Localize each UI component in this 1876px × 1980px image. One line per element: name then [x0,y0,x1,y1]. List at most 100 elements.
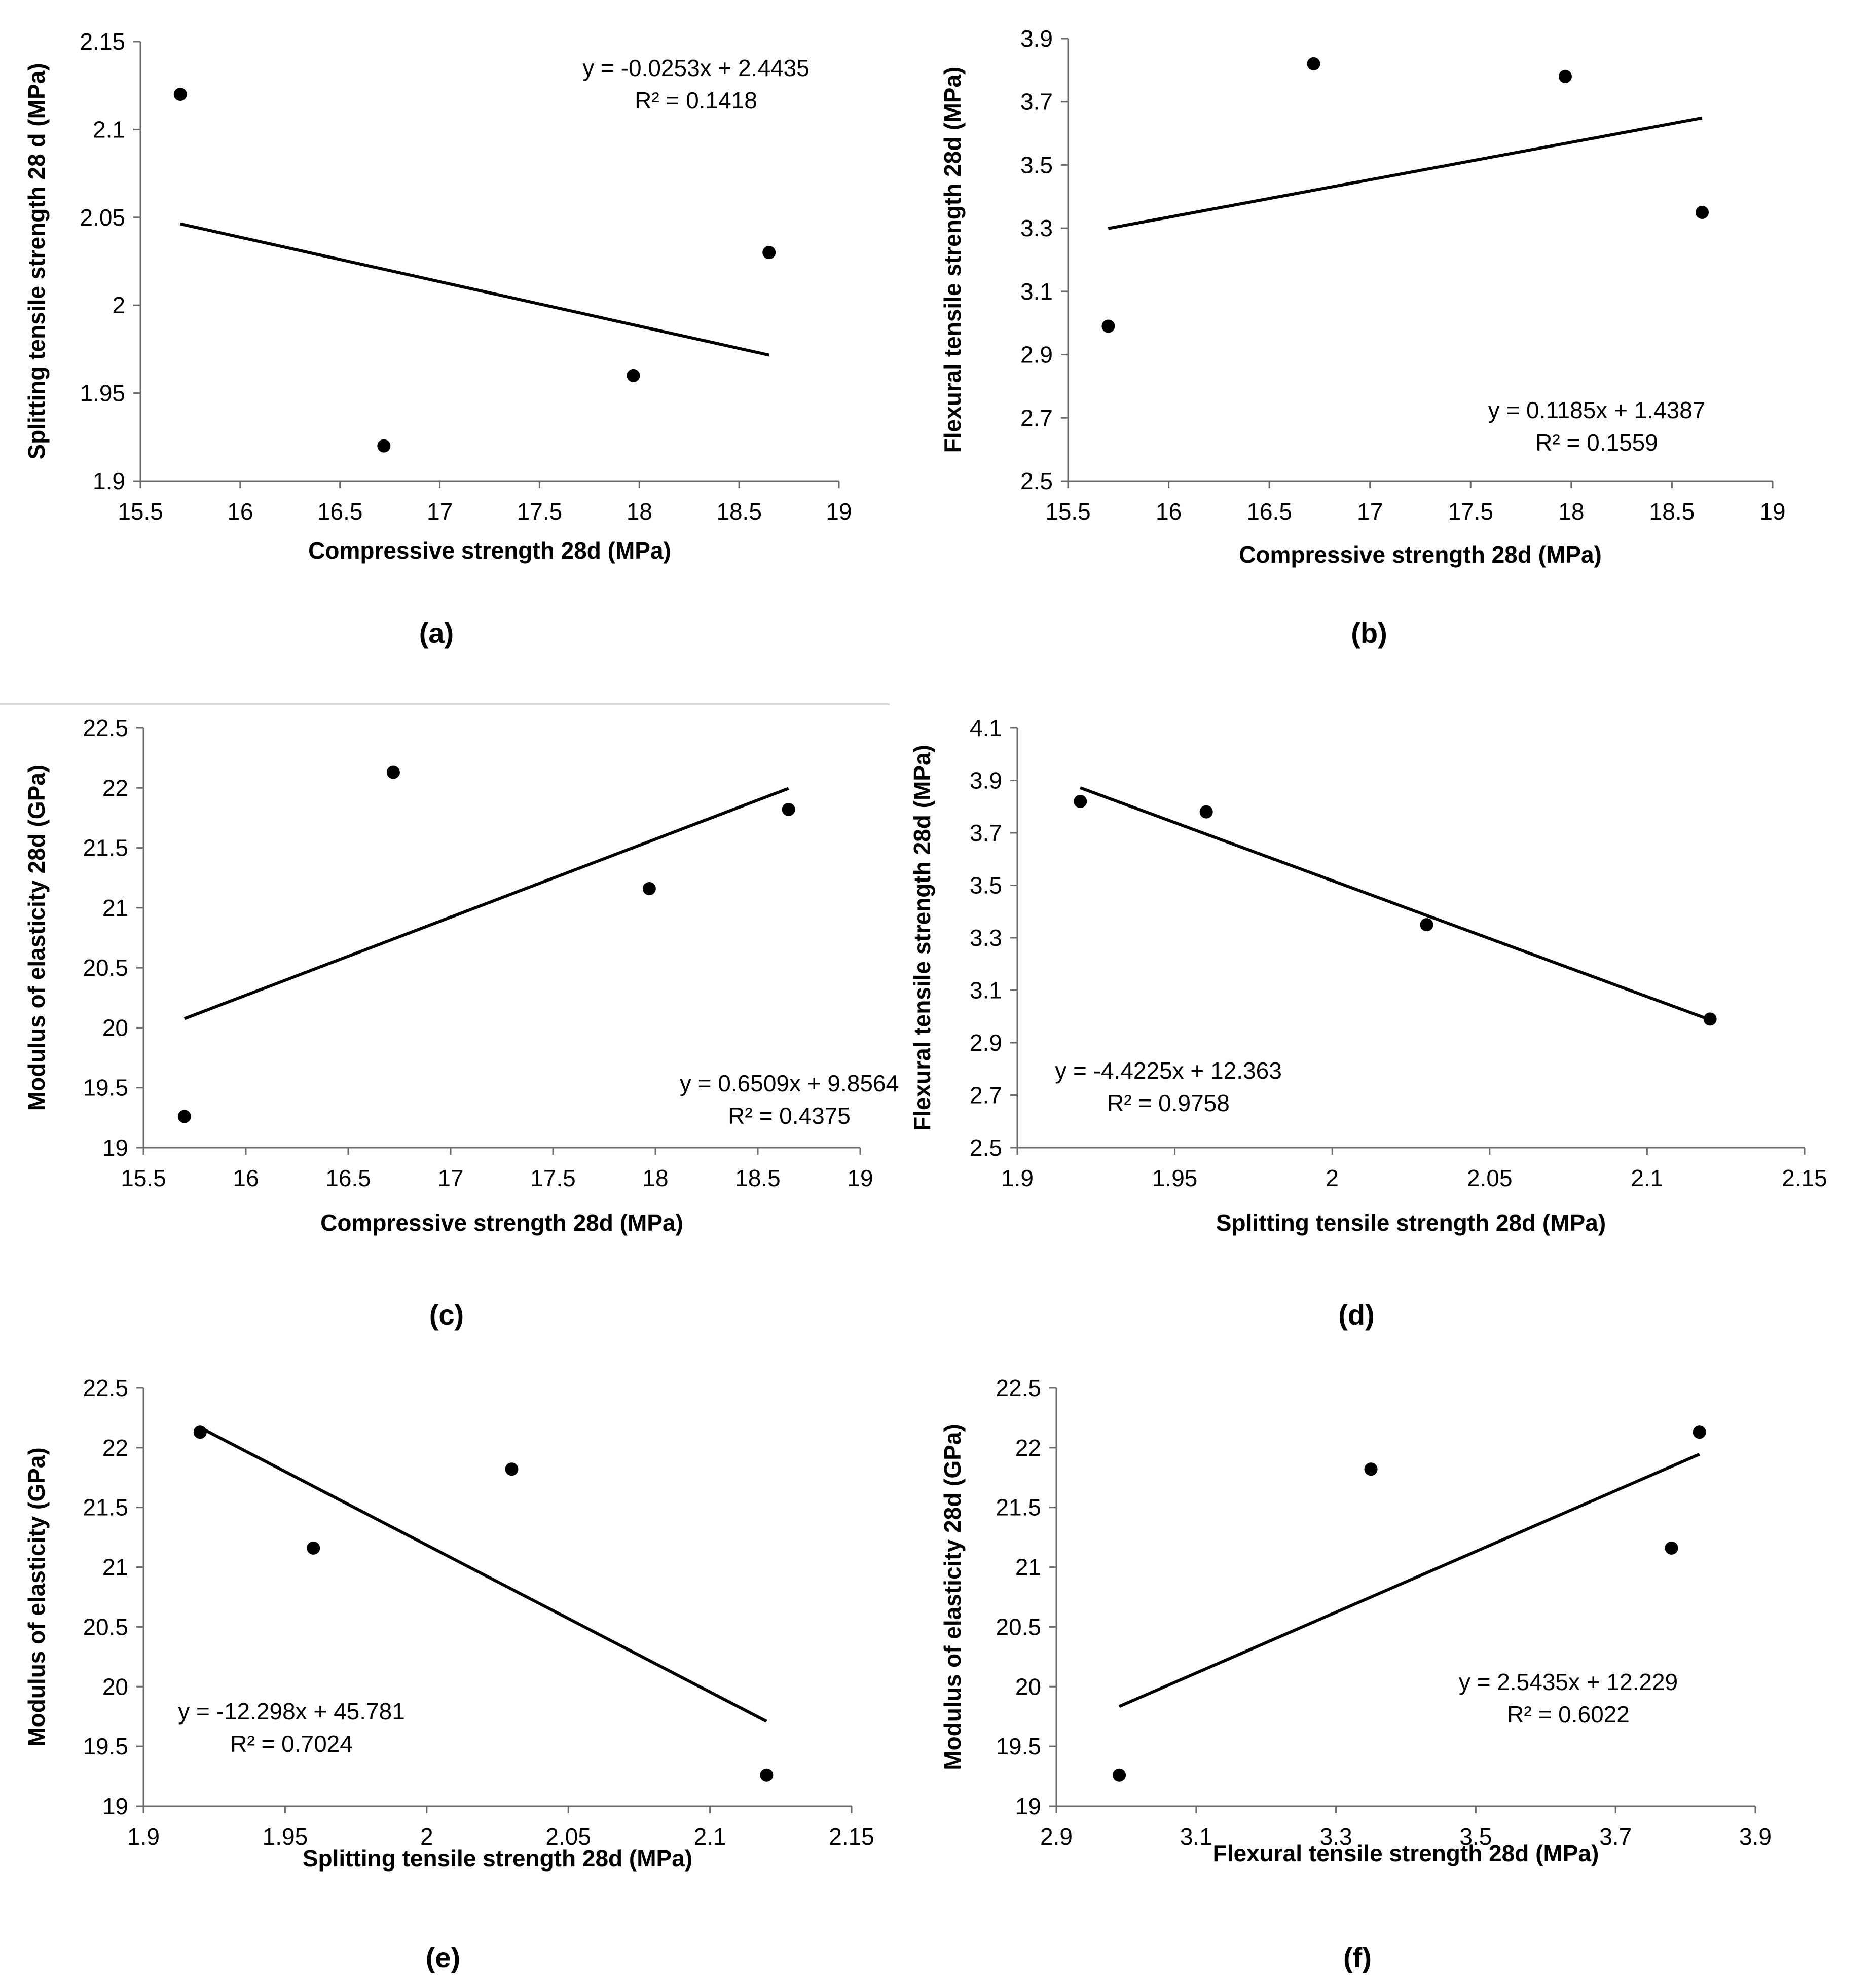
trendline-equation: y = 2.5435x + 12.229 [1459,1669,1678,1695]
x-tick-label: 17.5 [517,498,563,525]
y-axis-title: Flexural tensile strength 28d (MPa) [909,745,935,1131]
data-point [642,882,656,896]
panel-divider [0,703,890,705]
trendline-equation: y = 0.6509x + 9.8564 [680,1070,899,1096]
y-tick-label: 2 [112,292,125,318]
y-tick-label: 1.95 [80,380,125,407]
y-tick-label: 19.5 [83,1733,128,1759]
x-tick-label: 16.5 [317,498,363,525]
x-tick-label: 1.95 [263,1823,308,1850]
trendline-equation: y = -0.0253x + 2.4435 [582,55,810,81]
x-tick-label: 1.9 [1001,1165,1034,1191]
y-tick-label: 3.3 [1020,215,1053,241]
data-point [1696,205,1709,219]
x-tick-label: 17.5 [530,1165,576,1191]
trendline [1118,1453,1700,1708]
x-tick-label: 16 [233,1165,259,1191]
x-tick-label: 2.05 [545,1823,591,1850]
trendline [199,1426,767,1723]
x-tick-label: 3.3 [1320,1823,1352,1850]
y-tick-label: 2.7 [970,1082,1002,1109]
y-tick-label: 3.9 [1020,25,1053,52]
trendline [1080,786,1711,1021]
y-tick-label: 1.9 [93,468,125,494]
chart-panel-e: 1.9 1.95 2 2.05 2.1 2.15 19 19.5 20 20.5 21 21.5 22 2… [23,1375,874,1973]
trendline-equation: y = 0.1185x + 1.4387 [1488,397,1706,423]
y-tick-label: 22.5 [83,715,128,741]
y-tick-label: 19.5 [996,1733,1041,1759]
y-axis-title: Modulus of elasticity (GPa) [23,1447,50,1746]
panel-caption: (e) [426,1941,460,1973]
x-tick-label: 17 [437,1165,463,1191]
y-tick-label: 20.5 [83,1614,128,1640]
data-point [1199,805,1213,819]
x-tick-label: 2.05 [1467,1165,1513,1191]
trendline-equation: y = -12.298x + 45.781 [178,1698,405,1725]
x-tick-label: 17 [1357,498,1383,525]
x-axis-title: Compressive strength 28d (MPa) [1239,541,1602,568]
r-squared-label: R² = 0.4375 [728,1103,851,1129]
y-tick-label: 19 [102,1793,128,1819]
x-tick-label: 18 [642,1165,668,1191]
x-tick-label: 16 [227,498,253,525]
y-tick-label: 3.7 [1020,89,1053,115]
y-tick-label: 2.1 [93,116,125,142]
x-tick-label: 2 [420,1823,433,1850]
x-axis-title: Compressive strength 28d (MPa) [308,537,671,564]
data-point [1364,1462,1378,1476]
y-tick-label: 20.5 [996,1614,1041,1640]
data-point [173,88,187,101]
x-tick-label: 2 [1326,1165,1339,1191]
panel-caption: (d) [1338,1299,1375,1331]
trendline [1108,116,1703,230]
x-axis-title: Splitting tensile strength 28d (MPa) [303,1845,692,1872]
x-tick-label: 18.5 [716,498,762,525]
x-tick-label: 2.15 [1782,1165,1827,1191]
r-squared-label: R² = 0.9758 [1107,1090,1230,1116]
y-tick-label: 2.7 [1020,405,1053,431]
y-tick-label: 22 [102,775,128,801]
x-tick-label: 15.5 [121,1165,166,1191]
x-tick-label: 18.5 [1649,498,1695,525]
data-point [762,246,776,260]
y-tick-label: 2.15 [80,28,125,55]
r-squared-label: R² = 0.7024 [230,1731,353,1757]
x-tick-label: 17 [427,498,453,525]
x-tick-label: 3.9 [1739,1823,1772,1850]
y-axis-title: Flexural tensile strength 28d (MPa) [939,67,966,453]
y-tick-label: 22.5 [996,1375,1041,1401]
y-tick-label: 3.5 [1020,152,1053,178]
panel-caption: (b) [1351,617,1387,649]
y-tick-label: 21 [102,1554,128,1581]
y-tick-label: 2.5 [970,1134,1002,1161]
y-tick-label: 3.1 [970,977,1002,1004]
chart-panel-b: 15.5 16 16.5 17 17.5 18 18.5 19 2.5 2.7 2.9 3.1 3.3 3… [939,25,1786,649]
x-tick-label: 1.9 [127,1823,160,1850]
x-tick-label: 3.7 [1599,1823,1632,1850]
data-point [307,1541,320,1555]
x-axis-title: Compressive strength 28d (MPa) [320,1209,683,1236]
x-tick-label: 17.5 [1448,498,1494,525]
data-point [1307,57,1320,70]
data-point [177,1110,191,1123]
x-tick-label: 2.1 [694,1823,726,1850]
x-tick-label: 16.5 [325,1165,371,1191]
data-point [1558,69,1572,83]
y-tick-label: 20 [102,1014,128,1041]
y-tick-label: 3.9 [970,767,1002,794]
x-tick-label: 3.1 [1180,1823,1212,1850]
y-tick-label: 21.5 [83,835,128,861]
data-point [386,765,400,779]
y-tick-label: 20 [1015,1673,1041,1700]
x-tick-label: 19 [847,1165,873,1191]
y-tick-label: 22 [102,1435,128,1461]
y-tick-label: 21.5 [996,1494,1041,1521]
y-tick-label: 19.5 [83,1075,128,1101]
data-point [782,802,795,816]
x-tick-label: 16.5 [1246,498,1292,525]
r-squared-label: R² = 0.6022 [1507,1701,1630,1728]
panel-caption: (c) [429,1299,464,1331]
chart-panel-a: 15.5 16 16.5 17 17.5 18 18.5 19 1.9 1.95 2 2.05 2.1 2… [23,28,852,649]
y-tick-label: 2.5 [1020,468,1053,494]
